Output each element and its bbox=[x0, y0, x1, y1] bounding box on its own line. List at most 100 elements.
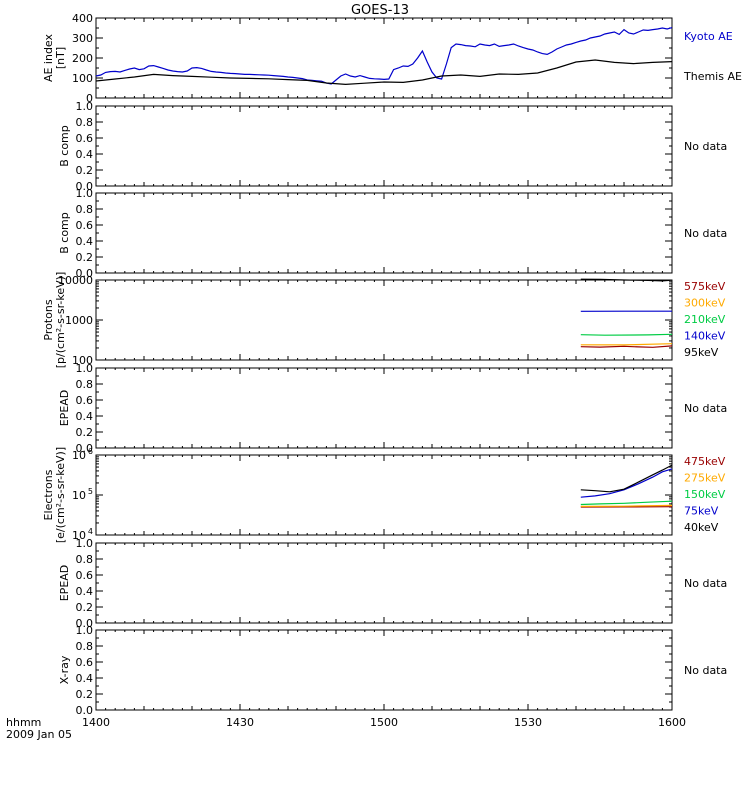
x-tick-label: 1400 bbox=[82, 716, 110, 729]
series-line-275kev bbox=[580, 504, 673, 507]
no-data-label: No data bbox=[684, 664, 727, 677]
y-axis-label: [nT] bbox=[54, 47, 67, 69]
series-line-150kev bbox=[580, 500, 673, 506]
legend-entry: 150keV bbox=[684, 488, 726, 501]
plot-title: GOES-13 bbox=[351, 3, 409, 18]
y-tick-label: 1.0 bbox=[76, 624, 94, 637]
panel-frame bbox=[95, 629, 673, 711]
y-tick-label: 300 bbox=[72, 32, 93, 45]
panel-1: 0 100 200 300 400 AE index [nT] Kyoto AE Themis … bbox=[42, 12, 742, 105]
y-axis-label: Protons bbox=[42, 299, 55, 340]
y-tick-label: 0.8 bbox=[76, 378, 94, 391]
no-data-label: No data bbox=[684, 402, 727, 415]
y-axis-label: [p/(cm²-s-sr-keV)] bbox=[54, 272, 67, 369]
panel-stack: 0 100 200 300 400 AE index [nT] Kyoto AE Themis … bbox=[42, 12, 742, 717]
series-line-210kev bbox=[580, 333, 673, 336]
panel-frame bbox=[95, 192, 673, 274]
panel-2: 0.0 0.2 0.4 0.6 0.8 1.0 B comp No data bbox=[58, 100, 727, 193]
y-tick-label: 0.4 bbox=[76, 672, 94, 685]
y-tick-label: 0.0 bbox=[76, 704, 94, 717]
panel-frame bbox=[95, 367, 673, 449]
y-tick-exponent: 6 bbox=[88, 447, 93, 456]
y-tick-label: 1000 bbox=[65, 314, 93, 327]
legend-entry: 75keV bbox=[684, 505, 719, 518]
y-tick-label: 0.2 bbox=[76, 164, 94, 177]
y-tick-label: 0.2 bbox=[76, 251, 94, 264]
y-tick-label: 0.2 bbox=[76, 601, 94, 614]
y-axis-label: EPEAD bbox=[58, 565, 71, 602]
y-axis-label: X-ray bbox=[58, 655, 71, 684]
panel-7: 0.0 0.2 0.4 0.6 0.8 1.0 EPEAD No data bbox=[58, 537, 727, 630]
legend-entry: 40keV bbox=[684, 521, 719, 534]
y-tick-exponent: 5 bbox=[88, 487, 93, 496]
series-line-95kev bbox=[580, 278, 673, 282]
time-units-label: hhmm bbox=[6, 716, 41, 729]
y-tick-label: 0.6 bbox=[76, 132, 94, 145]
panel-frame bbox=[95, 454, 673, 536]
legend-entry: 575keV bbox=[684, 280, 726, 293]
y-tick-label: 0.0 bbox=[76, 180, 94, 193]
panel-8: 0.0 0.2 0.4 0.6 0.8 1.0 X-ray No data bbox=[58, 624, 727, 717]
y-tick-label: 0.6 bbox=[76, 569, 94, 582]
legend-entry: 275keV bbox=[684, 472, 726, 485]
x-tick-label: 1430 bbox=[226, 716, 254, 729]
y-axis-label: B comp bbox=[58, 212, 71, 254]
y-tick-label: 1.0 bbox=[76, 362, 94, 375]
y-tick-label: 0.4 bbox=[76, 148, 94, 161]
legend-entry: Kyoto AE bbox=[684, 30, 733, 43]
y-tick-label: 0.0 bbox=[76, 617, 94, 630]
y-tick-label: 0.6 bbox=[76, 656, 94, 669]
legend-entry: 210keV bbox=[684, 313, 726, 326]
y-tick-label: 10 bbox=[72, 529, 86, 542]
legend-entry: 140keV bbox=[684, 330, 726, 343]
y-tick-label: 1.0 bbox=[76, 100, 94, 113]
legend-entry: 300keV bbox=[684, 297, 726, 310]
legend-entry: Themis AE bbox=[683, 70, 742, 83]
y-axis-label: EPEAD bbox=[58, 390, 71, 427]
y-tick-label: 0.2 bbox=[76, 426, 94, 439]
y-tick-label: 0.8 bbox=[76, 116, 94, 129]
y-tick-label: 0 bbox=[86, 92, 93, 105]
panel-frame bbox=[95, 17, 673, 99]
y-tick-label: 0.0 bbox=[76, 267, 94, 280]
y-tick-label: 0.6 bbox=[76, 394, 94, 407]
y-tick-label: 10 bbox=[72, 449, 86, 462]
y-tick-label: 0.8 bbox=[76, 203, 94, 216]
series-line-575kev bbox=[580, 345, 673, 348]
no-data-label: No data bbox=[684, 227, 727, 240]
series-line-300kev bbox=[580, 343, 673, 346]
y-axis-label: [e/(cm²-s-sr-keV)] bbox=[54, 447, 67, 543]
y-axis-label: Electrons bbox=[42, 469, 55, 520]
y-tick-label: 10000 bbox=[58, 274, 93, 287]
legend-entry: 95keV bbox=[684, 346, 719, 359]
y-tick-label: 100 bbox=[72, 354, 93, 367]
no-data-label: No data bbox=[684, 140, 727, 153]
y-tick-label: 0.4 bbox=[76, 410, 94, 423]
y-tick-label: 0.4 bbox=[76, 235, 94, 248]
y-axis-label: AE index bbox=[42, 33, 55, 82]
panel-5: 0.0 0.2 0.4 0.6 0.8 1.0 EPEAD No data bbox=[58, 362, 727, 455]
legend-entry: 475keV bbox=[684, 455, 726, 468]
series-line-themis-ae bbox=[95, 59, 673, 86]
y-tick-label: 1.0 bbox=[76, 187, 94, 200]
panel-3: 0.0 0.2 0.4 0.6 0.8 1.0 B comp No data bbox=[58, 187, 727, 280]
no-data-label: No data bbox=[684, 577, 727, 590]
panel-frame bbox=[95, 105, 673, 187]
y-tick-label: 400 bbox=[72, 12, 93, 25]
series-line-kyoto-ae bbox=[95, 27, 673, 85]
panel-frame bbox=[95, 279, 673, 361]
y-tick-label: 0.4 bbox=[76, 585, 94, 598]
x-tick-label: 1530 bbox=[514, 716, 542, 729]
y-tick-label: 0.6 bbox=[76, 219, 94, 232]
y-tick-label: 0.8 bbox=[76, 553, 94, 566]
y-axis-label: B comp bbox=[58, 125, 71, 167]
series-line-75kev bbox=[580, 468, 673, 498]
y-tick-exponent: 4 bbox=[88, 527, 93, 536]
y-tick-label: 1.0 bbox=[76, 537, 94, 550]
y-tick-label: 0.8 bbox=[76, 640, 94, 653]
date-label: 2009 Jan 05 bbox=[6, 728, 72, 741]
